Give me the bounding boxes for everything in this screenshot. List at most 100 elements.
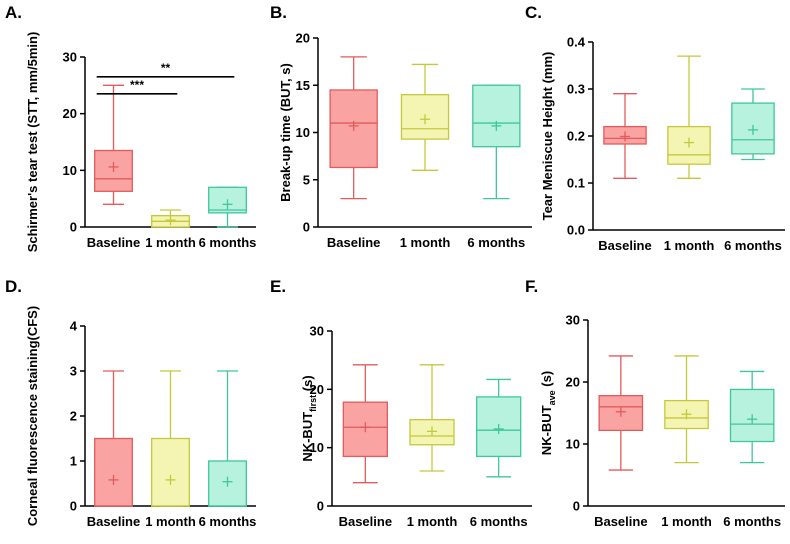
x-category-label: Baseline — [594, 514, 647, 529]
panel-label: B. — [270, 3, 287, 22]
y-tick-label: 0.1 — [567, 176, 585, 191]
y-axis-label: Tear Meniscue Height (mm) — [540, 52, 555, 221]
panel-2: B. 0 5 10 15 20 Break-up time (BUT, s) Baseline… — [270, 3, 532, 250]
box-baseline — [342, 364, 388, 484]
x-category-label: 6 months — [467, 235, 525, 250]
x-category-label: 1 month — [661, 514, 712, 529]
panel-3: C. 0.0 0.1 0.2 0.3 0.4 Tear Meniscue Height (m… — [525, 3, 785, 253]
panel-label: D. — [5, 277, 22, 296]
y-axis-label-unit: (s) — [300, 375, 315, 395]
y-tick-label: 1 — [70, 454, 77, 469]
y-axis-label-main: Break-up time (BUT, s) — [278, 63, 293, 202]
y-tick-label: 0 — [573, 499, 580, 514]
x-category-label: 6 months — [470, 514, 528, 529]
y-tick-label: 30 — [566, 313, 580, 328]
box-iqr — [151, 437, 190, 507]
y-tick-label: 30 — [310, 324, 324, 339]
box-iqr — [409, 419, 455, 446]
y-tick-label: 0.0 — [567, 223, 585, 238]
box-baseline — [329, 56, 378, 200]
y-tick-label: 2 — [70, 409, 77, 424]
y-tick-label: 10 — [310, 440, 324, 455]
box-one_month — [667, 55, 711, 179]
y-tick-label: 4 — [70, 319, 78, 334]
panel-label: C. — [525, 3, 542, 22]
significance-label: ** — [161, 61, 171, 75]
y-tick-label: 0.3 — [567, 82, 585, 97]
y-tick-label: 20 — [296, 31, 310, 46]
box-six_months — [476, 378, 522, 478]
x-category-label: 6 months — [723, 514, 781, 529]
box-baseline — [603, 93, 647, 179]
box-one_month — [400, 63, 450, 171]
y-axis-label: Break-up time (BUT, s) — [278, 63, 293, 202]
y-axis-label: Schirmer's tear test (STT, mm/5min) — [25, 32, 40, 253]
x-category-label: 6 months — [724, 238, 782, 253]
significance-label: *** — [130, 78, 144, 92]
panel-6: F. 0 10 20 30 NK-BUTave (s) Baseline 1 month 6 m… — [525, 277, 785, 529]
box-one_month — [664, 355, 709, 464]
x-category-label: 1 month — [145, 514, 196, 529]
y-axis-label-main: Schirmer's tear test (STT, mm/5min) — [25, 32, 40, 253]
y-axis-label-main: Tear Meniscue Height (mm) — [540, 52, 555, 221]
box-baseline — [94, 370, 133, 507]
y-axis-label-main: NK-BUT — [300, 412, 315, 462]
y-tick-label: 10 — [566, 437, 580, 452]
x-category-label: 6 months — [199, 235, 257, 250]
y-tick-label: 10 — [63, 163, 77, 178]
x-category-label: 1 month — [407, 514, 458, 529]
box-one_month — [151, 370, 190, 507]
y-axis-label-subscript: first — [308, 395, 318, 412]
box-one_month — [409, 364, 455, 472]
box-six_months — [472, 84, 521, 200]
y-axis-label-main: Corneal fluorescence staining(CFS) — [25, 306, 40, 526]
box-iqr — [598, 394, 644, 432]
panel-label: F. — [525, 277, 538, 296]
x-category-label: Baseline — [339, 514, 392, 529]
box-six_months — [208, 186, 247, 228]
y-tick-label: 20 — [566, 375, 580, 390]
y-tick-label: 0 — [70, 499, 77, 514]
y-tick-label: 3 — [70, 364, 77, 379]
panel-1: A. 0 10 20 30 Schirmer's tear test (STT, mm/5… — [5, 3, 256, 252]
y-tick-label: 5 — [303, 172, 310, 187]
y-tick-label: 15 — [296, 78, 310, 93]
y-axis-label-main: NK-BUT — [539, 405, 554, 455]
y-tick-label: 0 — [70, 220, 77, 235]
box-iqr — [664, 399, 709, 430]
y-axis-label: NK-BUTfirst (s) — [300, 375, 318, 461]
y-tick-label: 0 — [317, 499, 324, 514]
x-category-label: Baseline — [87, 235, 140, 250]
y-tick-label: 0.4 — [567, 35, 586, 50]
x-category-label: Baseline — [598, 238, 651, 253]
box-iqr — [94, 437, 133, 507]
panel-label: E. — [270, 277, 286, 296]
y-tick-label: 30 — [63, 50, 77, 65]
box-six_months — [729, 370, 775, 464]
x-category-label: 1 month — [145, 235, 196, 250]
panel-4: D. 0 1 2 3 4 Corneal fluorescence staining(CFS… — [5, 277, 256, 529]
panel-label: A. — [5, 3, 22, 22]
y-tick-label: 20 — [63, 106, 77, 121]
y-axis-label: Corneal fluorescence staining(CFS) — [25, 306, 40, 526]
x-category-label: 6 months — [199, 514, 257, 529]
x-category-label: 1 month — [400, 235, 451, 250]
y-tick-label: 0 — [303, 220, 310, 235]
x-category-label: 1 month — [664, 238, 715, 253]
y-axis-label-unit: (s) — [539, 371, 554, 391]
panel-5: E. 0 10 20 30 NK-BUTfirst (s) Baseline 1 month 6… — [270, 277, 532, 529]
y-axis-label: NK-BUTave (s) — [539, 371, 557, 455]
box-iqr — [472, 84, 521, 148]
x-category-label: Baseline — [87, 514, 140, 529]
box-six_months — [731, 88, 775, 161]
box-baseline — [598, 355, 644, 471]
y-tick-label: 10 — [296, 125, 310, 140]
box-one_month — [151, 209, 190, 228]
box-six_months — [208, 370, 247, 507]
y-tick-label: 0.2 — [567, 129, 585, 144]
y-axis-label-subscript: ave — [547, 390, 557, 405]
x-category-label: Baseline — [327, 235, 380, 250]
box-baseline — [94, 84, 133, 205]
y-tick-label: 20 — [310, 382, 324, 397]
